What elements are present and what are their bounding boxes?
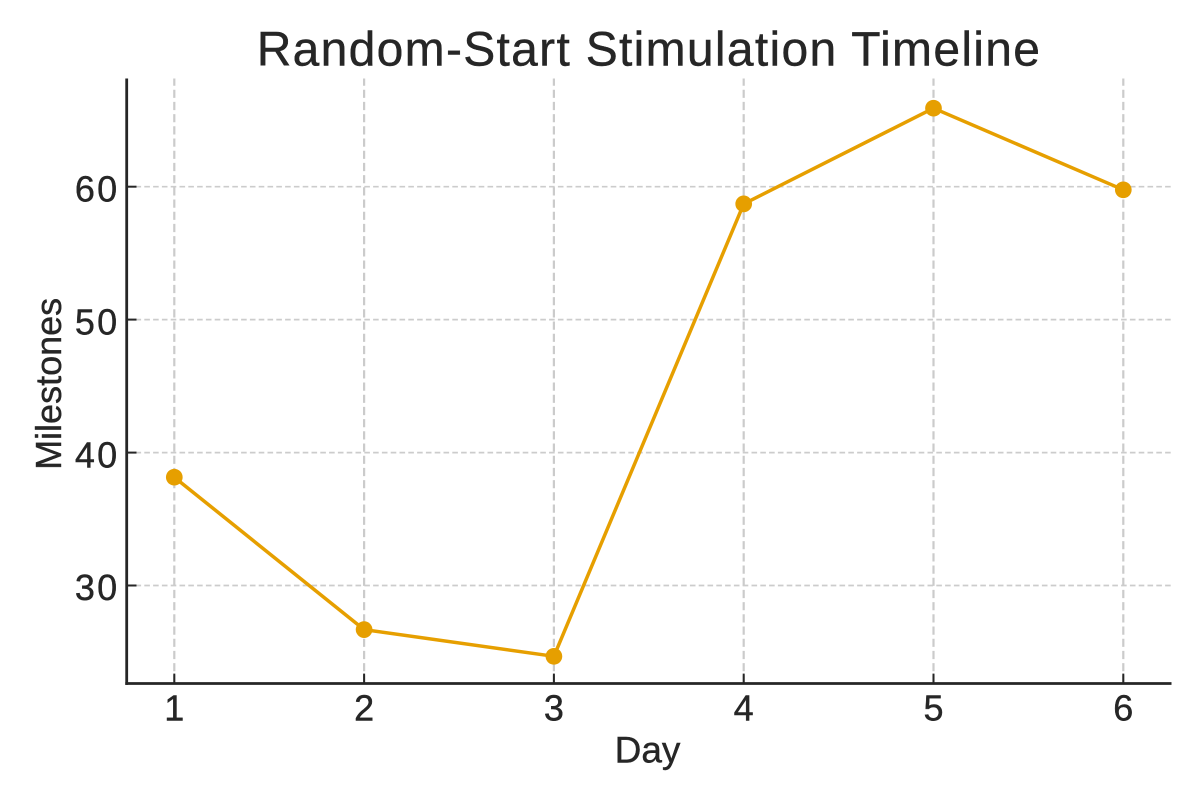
svg-text:6: 6 xyxy=(1113,687,1133,728)
svg-text:Day: Day xyxy=(615,730,681,771)
svg-text:4: 4 xyxy=(734,687,754,728)
svg-text:1: 1 xyxy=(164,687,184,728)
svg-text:3: 3 xyxy=(544,687,564,728)
svg-text:2: 2 xyxy=(354,687,374,728)
svg-text:5: 5 xyxy=(923,687,943,728)
svg-text:30: 30 xyxy=(75,567,119,608)
svg-text:60: 60 xyxy=(75,168,119,209)
svg-text:Milestones: Milestones xyxy=(28,298,69,470)
svg-text:Random-Start Stimulation Timel: Random-Start Stimulation Timeline xyxy=(257,23,1042,76)
svg-text:40: 40 xyxy=(75,434,119,475)
svg-text:50: 50 xyxy=(75,301,119,342)
